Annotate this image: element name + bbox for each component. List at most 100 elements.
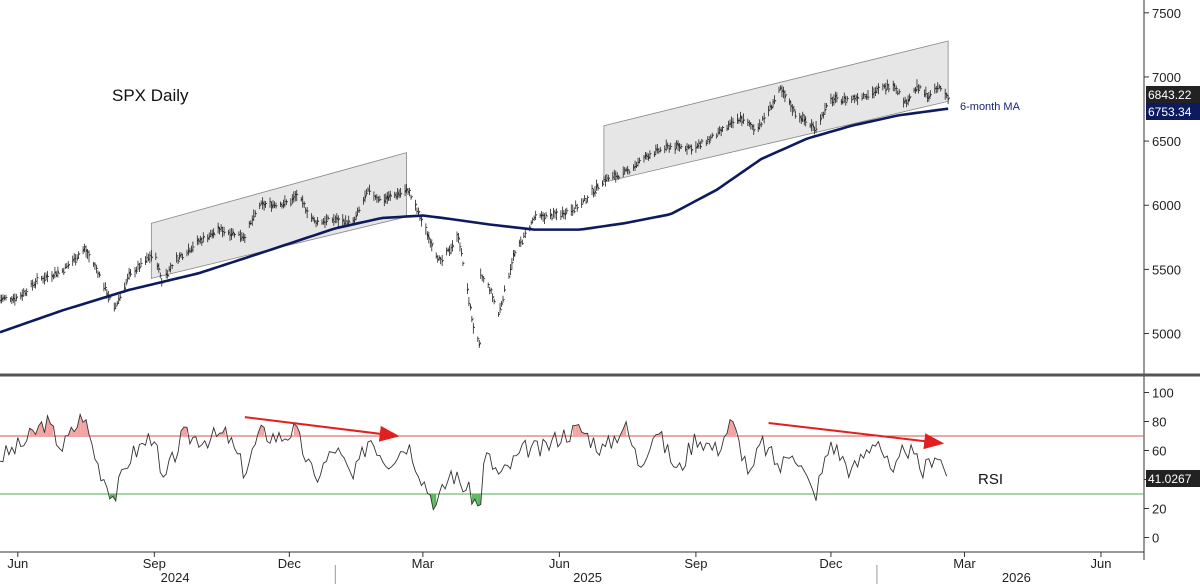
month-label-3: Mar	[412, 556, 435, 571]
rsi-ytick-label-0: 0	[1152, 531, 1159, 546]
rsi-overbought-fill	[293, 423, 297, 436]
price-bar-close	[342, 218, 345, 223]
price-chart-title: SPX Daily	[112, 86, 189, 105]
rsi-overbought-fill	[730, 419, 733, 436]
price-bar-close	[467, 288, 470, 292]
price-bar-close	[826, 104, 829, 107]
price-bar-close	[96, 267, 99, 269]
rsi-overbought-fill	[732, 421, 736, 436]
price-bar-close	[750, 123, 753, 126]
price-bar-close	[594, 190, 597, 194]
price-bar-close	[389, 193, 393, 197]
price-bar-close	[857, 96, 860, 99]
rsi-overbought-fill	[575, 424, 579, 436]
last-rsi-value: 41.0267	[1148, 472, 1192, 486]
price-bar-close	[275, 205, 278, 207]
price-bar-close	[78, 253, 81, 256]
price-bar-close	[182, 257, 185, 259]
price-bar-close	[364, 194, 367, 200]
price-bar-close	[596, 183, 599, 189]
price-bar-close	[158, 267, 161, 271]
price-bar-close	[452, 244, 455, 248]
price-bar-close	[597, 186, 600, 190]
rsi-overbought-fill	[80, 414, 84, 436]
price-bar-close	[761, 123, 763, 125]
rsi-ytick-label-5: 100	[1152, 386, 1174, 401]
price-bar-close	[431, 242, 434, 248]
price-bar-close	[223, 231, 226, 234]
rsi-overbought-fill	[219, 432, 223, 436]
rsi-oversold-fill	[471, 494, 475, 505]
price-bar-close	[202, 235, 206, 239]
rsi-overbought-fill	[83, 419, 87, 436]
rsi-overbought-fill	[584, 433, 588, 436]
price-bar-close	[118, 297, 121, 302]
price-bar-close	[201, 241, 204, 244]
price-bar-close	[473, 326, 476, 329]
rsi-overbought-fill	[181, 427, 184, 436]
price-bar-close	[784, 93, 787, 99]
price-bar-close	[566, 209, 569, 212]
price-bar-close	[471, 318, 474, 321]
price-bar-close	[160, 275, 162, 277]
price-bar-close	[608, 177, 611, 181]
month-label-8: Jun	[1090, 556, 1111, 571]
rsi-ytick-label-1: 20	[1152, 502, 1166, 517]
rsi-oversold-fill	[477, 494, 481, 506]
ma-series-label: 6-month MA	[960, 101, 1021, 113]
price-bar-close	[802, 113, 805, 116]
rsi-overbought-fill	[47, 415, 51, 436]
last-price-badge: 6843.22	[1146, 86, 1200, 103]
price-bar-close	[824, 108, 827, 111]
price-bar-close	[711, 134, 715, 137]
last-rsi-badge: 41.0267	[1146, 470, 1200, 487]
price-bar-close	[709, 141, 711, 143]
price-bar-close	[591, 187, 594, 190]
price-bar-close	[795, 115, 797, 117]
rsi-overbought-fill	[29, 428, 33, 436]
price-bar-close	[491, 289, 493, 291]
price-bar-close	[461, 252, 464, 255]
price-bar-close	[602, 182, 605, 186]
price-bar-close	[691, 148, 694, 152]
price-bar-close	[789, 100, 792, 104]
last-ma-badge: 6753.34	[1146, 103, 1200, 120]
price-bar-close	[337, 218, 341, 221]
price-bar-close	[820, 117, 823, 122]
price-ytick-label-4: 7000	[1152, 70, 1181, 85]
price-bar-close	[771, 106, 774, 109]
price-bar-close	[136, 270, 139, 272]
divergence-arrow-0	[244, 416, 400, 442]
price-bar-close	[649, 153, 652, 155]
price-bar-close	[732, 121, 735, 124]
rsi-overbought-fill	[77, 414, 81, 436]
rsi-overbought-fill	[581, 432, 585, 436]
price-bar-close	[706, 142, 709, 145]
price-bar-close	[700, 145, 703, 148]
price-bar-close	[928, 95, 931, 100]
price-bar-close	[105, 286, 108, 289]
price-bar-close	[410, 195, 413, 199]
price-series-bars	[0, 79, 950, 348]
price-bar-close	[400, 192, 403, 195]
price-bar-close	[21, 294, 25, 297]
price-bar-close	[303, 202, 306, 205]
price-bar-close	[716, 134, 719, 138]
price-bar-close	[254, 212, 258, 215]
x-axis: Jun Sep Dec Mar Jun Sep Dec Mar Jun 2024 2025 2026	[0, 551, 1144, 584]
price-bar-close	[317, 219, 320, 223]
price-bar-close	[379, 198, 382, 201]
price-bar-close	[544, 217, 547, 220]
ma-series-line	[0, 107, 949, 334]
rsi-panel: 020406080100	[0, 386, 1174, 546]
price-bar-close	[618, 176, 621, 179]
price-bar-close	[845, 101, 848, 104]
rsi-overbought-fill	[623, 421, 627, 436]
price-bar-close	[753, 128, 756, 132]
price-panel: 5000 5500 6000 6500 7000 7500	[0, 0, 1200, 560]
price-bar-close	[499, 307, 502, 311]
price-bar-close	[441, 259, 444, 263]
price-bar-close	[511, 261, 514, 264]
price-bar-close	[477, 337, 480, 340]
